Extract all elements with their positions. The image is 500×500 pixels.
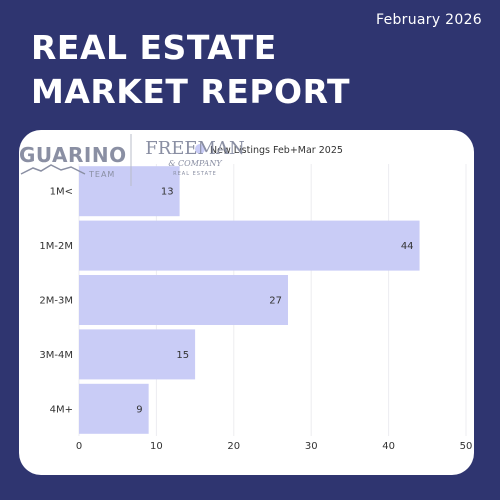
legend-label: New Listings Feb+Mar 2025 [210, 145, 343, 156]
y-tick-label: 1M< [50, 187, 73, 198]
report-title: REAL ESTATE MARKET REPORT [31, 26, 350, 114]
freeman-logo: FREEMAN & COMPANY REAL ESTATE [145, 138, 245, 177]
title-line-1: REAL ESTATE [31, 28, 277, 67]
y-tick-label: 3M-4M [39, 350, 73, 361]
guarino-logo-text: GUARINO [19, 143, 127, 167]
bar [79, 220, 420, 271]
bar [79, 383, 149, 434]
report-date: February 2026 [375, 12, 482, 28]
guarino-logo-subtext: TEAM [88, 170, 115, 179]
x-tick-label: 40 [382, 441, 395, 452]
legend-marker [195, 144, 205, 154]
x-tick-label: 50 [460, 441, 473, 452]
guarino-logo: GUARINO TEAM [19, 143, 127, 179]
brand-logos: GUARINO TEAM FREEMAN & COMPANY REAL ESTA… [19, 134, 245, 186]
x-tick-label: 0 [76, 441, 82, 452]
bar [79, 275, 288, 325]
bar [79, 166, 180, 217]
x-tick-label: 20 [227, 441, 240, 452]
bar-value-label: 15 [176, 350, 189, 361]
y-tick-label: 4M+ [50, 404, 73, 415]
x-tick-label: 30 [305, 441, 318, 452]
chart-card: 0 10 20 30 40 50 New Listings Feb+Mar 2025 13 1M… [19, 130, 474, 475]
freeman-logo-subtext: & COMPANY [168, 159, 222, 168]
title-line-2: MARKET REPORT [31, 72, 351, 111]
y-tick-label: 2M-3M [39, 296, 73, 307]
freeman-logo-text: FREEMAN [145, 138, 245, 159]
bar-chart: 0 10 20 30 40 50 New Listings Feb+Mar 2025 13 1M… [39, 144, 473, 452]
bar [79, 329, 196, 380]
bar-value-label: 27 [269, 296, 282, 307]
bar-value-label: 9 [136, 404, 142, 415]
x-tick-label: 10 [150, 441, 163, 452]
y-tick-label: 1M-2M [39, 241, 73, 252]
bar-value-label: 13 [161, 187, 174, 198]
bar-value-label: 44 [401, 241, 414, 252]
mountain-icon [20, 164, 86, 175]
freeman-logo-tagline: REAL ESTATE [173, 171, 217, 177]
